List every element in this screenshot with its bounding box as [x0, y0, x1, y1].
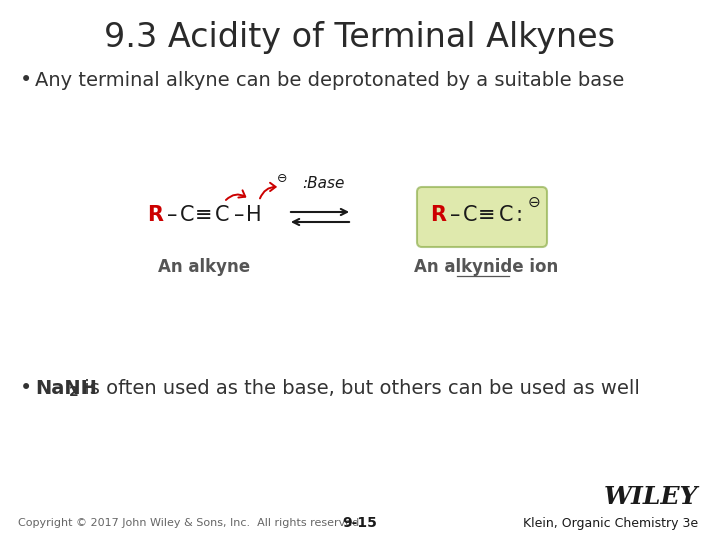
Text: ⊖: ⊖ — [528, 194, 541, 210]
Text: C: C — [499, 205, 513, 225]
FancyArrowPatch shape — [260, 183, 276, 198]
Text: ≡: ≡ — [478, 205, 496, 225]
Text: An alkyne: An alkyne — [158, 258, 251, 276]
Text: 9-15: 9-15 — [343, 516, 377, 530]
Text: –: – — [167, 205, 177, 225]
FancyBboxPatch shape — [417, 187, 547, 247]
Text: •: • — [20, 378, 32, 398]
FancyArrowPatch shape — [226, 190, 246, 200]
Text: WILEY: WILEY — [603, 485, 698, 509]
Text: R: R — [430, 205, 446, 225]
Text: ⊖: ⊖ — [276, 172, 287, 186]
Text: ≡: ≡ — [195, 205, 212, 225]
Text: H: H — [246, 205, 262, 225]
Text: –: – — [234, 205, 244, 225]
Text: is often used as the base, but others can be used as well: is often used as the base, but others ca… — [78, 379, 640, 397]
Text: Any terminal alkyne can be deprotonated by a suitable base: Any terminal alkyne can be deprotonated … — [35, 71, 624, 90]
Text: :: : — [516, 205, 523, 225]
Text: C: C — [180, 205, 194, 225]
Text: An alkynide ion: An alkynide ion — [414, 258, 558, 276]
Text: C: C — [215, 205, 229, 225]
Text: R: R — [147, 205, 163, 225]
Text: 2: 2 — [69, 385, 78, 399]
Text: 9.3 Acidity of Terminal Alkynes: 9.3 Acidity of Terminal Alkynes — [104, 22, 616, 55]
Text: Klein, Organic Chemistry 3e: Klein, Organic Chemistry 3e — [523, 516, 698, 530]
Text: NaNH: NaNH — [35, 379, 97, 397]
Text: •: • — [20, 70, 32, 90]
Text: C: C — [463, 205, 477, 225]
Text: Copyright © 2017 John Wiley & Sons, Inc.  All rights reserved.: Copyright © 2017 John Wiley & Sons, Inc.… — [18, 518, 363, 528]
Text: –: – — [450, 205, 460, 225]
Text: :Base: :Base — [302, 176, 344, 191]
